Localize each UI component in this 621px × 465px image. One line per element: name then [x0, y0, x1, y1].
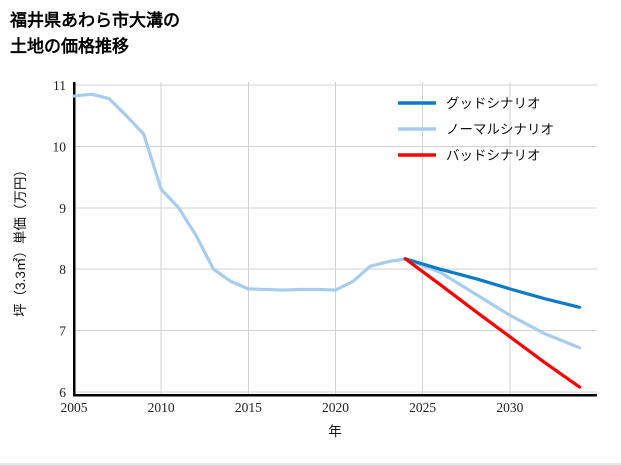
y-axis-title: 坪（3.3㎡）単価（万円） — [13, 163, 28, 317]
series-line-ノーマルシナリオ — [72, 92, 582, 350]
y-tick-labels: 6 7 8 9 10 11 — [53, 78, 67, 400]
legend-label-2: バッドシナリオ — [446, 148, 541, 163]
series-line-グッドシナリオ — [403, 257, 582, 309]
x-tick-labels: 2005 2010 2015 2020 2025 2030 — [61, 400, 524, 415]
x-tick-label: 2030 — [496, 400, 523, 415]
y-tick-label: 8 — [59, 262, 66, 277]
x-tick-label: 2025 — [409, 400, 436, 415]
page-title: 福井県あわら市大溝の 土地の価格推移 — [10, 11, 180, 56]
x-axis-title: 年 — [328, 424, 342, 439]
x-tick-label: 2015 — [235, 400, 262, 415]
data-series — [72, 92, 582, 389]
x-tick-label: 2005 — [61, 400, 88, 415]
y-tick-label: 7 — [59, 324, 66, 339]
gridlines — [74, 82, 597, 395]
series-line-バッドシナリオ — [403, 257, 582, 389]
x-tick-label: 2010 — [148, 400, 175, 415]
y-tick-label: 11 — [53, 78, 66, 93]
plot-axes — [72, 82, 597, 397]
x-tick-label: 2020 — [322, 400, 349, 415]
y-tick-label: 6 — [59, 385, 66, 400]
y-tick-label: 10 — [53, 139, 67, 154]
legend-label-0: グッドシナリオ — [446, 96, 541, 111]
y-tick-label: 9 — [59, 201, 66, 216]
legend-label-1: ノーマルシナリオ — [446, 122, 554, 137]
